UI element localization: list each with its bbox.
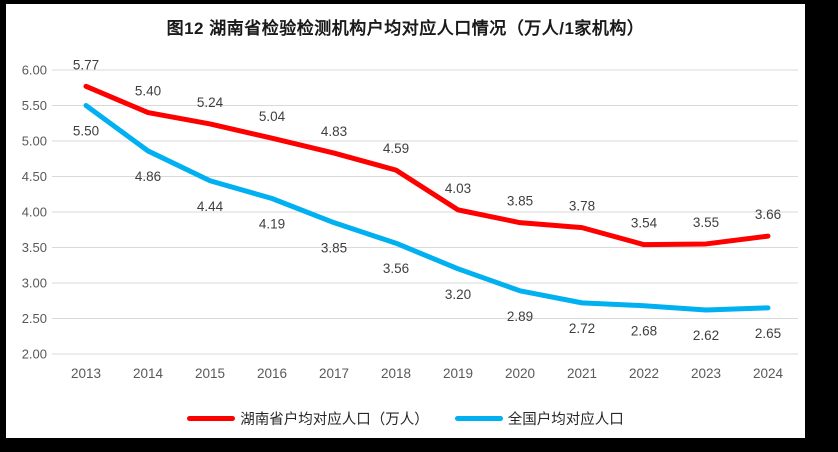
- legend-label-national: 全国户均对应人口: [507, 412, 624, 428]
- chart-title: 图12 湖南省检验检测机构户均对应人口情况（万人/1家机构）: [166, 19, 645, 38]
- national-data-label: 2.65: [755, 326, 781, 341]
- y-axis-tick-label: 3.00: [22, 276, 47, 291]
- national-data-label: 4.86: [135, 169, 161, 184]
- y-axis-tick-label: 4.00: [22, 205, 47, 220]
- national-data-label: 3.85: [321, 241, 347, 256]
- legend-item-national: 全国户均对应人口: [454, 408, 624, 429]
- x-axis-tick-label: 2020: [505, 366, 535, 381]
- hunan-data-label: 5.24: [197, 95, 224, 110]
- national-series-line: [83, 103, 771, 313]
- national-data-label: 2.89: [507, 309, 533, 324]
- x-axis-tick-label: 2018: [381, 366, 411, 381]
- chart-panel: 图12 湖南省检验检测机构户均对应人口情况（万人/1家机构） 6.00 5.50 5…: [6, 4, 805, 438]
- x-axis-tick-label: 2019: [443, 366, 473, 381]
- x-axis-tick-label: 2017: [319, 366, 349, 381]
- y-axis-tick-label: 5.00: [22, 134, 47, 149]
- x-axis-tick-label: 2015: [195, 366, 225, 381]
- hunan-data-label: 5.04: [259, 109, 286, 124]
- x-axis-tick-label: 2016: [257, 366, 287, 381]
- legend: 湖南省户均对应人口（万人） 全国户均对应人口: [6, 408, 805, 429]
- x-axis-tick-label: 2022: [629, 366, 659, 381]
- hunan-data-label: 3.85: [507, 194, 533, 209]
- x-axis-tick-label: 2013: [71, 366, 101, 381]
- hunan-data-label: 4.83: [321, 124, 347, 139]
- hunan-data-label: 5.40: [135, 84, 161, 99]
- y-axis-tick-label: 2.00: [22, 347, 47, 362]
- y-axis-tick-label: 6.00: [22, 63, 47, 78]
- y-axis-tick-label: 5.50: [22, 98, 47, 113]
- national-data-label: 4.44: [197, 199, 224, 214]
- y-axis-tick-label: 3.50: [22, 240, 47, 255]
- hunan-data-label: 5.77: [73, 57, 99, 72]
- x-axis-tick-label: 2024: [753, 366, 784, 381]
- national-data-label: 2.68: [631, 324, 657, 339]
- hunan-series-line: [83, 83, 771, 248]
- national-data-label: 3.56: [383, 261, 409, 276]
- hunan-data-label: 4.03: [445, 181, 471, 196]
- hunan-data-label: 4.59: [383, 141, 409, 156]
- national-series-swatch: [454, 416, 503, 421]
- hunan-data-label: 3.55: [693, 215, 719, 230]
- chart-plot-area: 6.00 5.50 5.00 4.50 4.00 3.50 3.00 2.50 2.00 2013…: [22, 57, 798, 381]
- x-axis-tick-label: 2021: [567, 366, 597, 381]
- national-data-label: 2.62: [693, 328, 719, 343]
- hunan-data-label: 3.54: [631, 216, 658, 231]
- national-data-label: 4.19: [259, 217, 285, 232]
- national-data-label: 3.20: [445, 287, 471, 302]
- national-data-label: 2.72: [569, 321, 595, 336]
- hunan-data-label: 3.78: [569, 199, 595, 214]
- national-data-label: 5.50: [73, 124, 99, 139]
- legend-label-hunan: 湖南省户均对应人口（万人）: [240, 412, 429, 428]
- legend-item-hunan: 湖南省户均对应人口（万人）: [187, 408, 429, 429]
- y-axis-tick-label: 4.50: [22, 169, 47, 184]
- hunan-series-swatch: [187, 416, 236, 421]
- y-axis-tick-label: 2.50: [22, 311, 47, 326]
- x-axis-tick-label: 2014: [133, 366, 164, 381]
- x-axis-tick-label: 2023: [691, 366, 721, 381]
- hunan-data-label: 3.66: [755, 207, 781, 222]
